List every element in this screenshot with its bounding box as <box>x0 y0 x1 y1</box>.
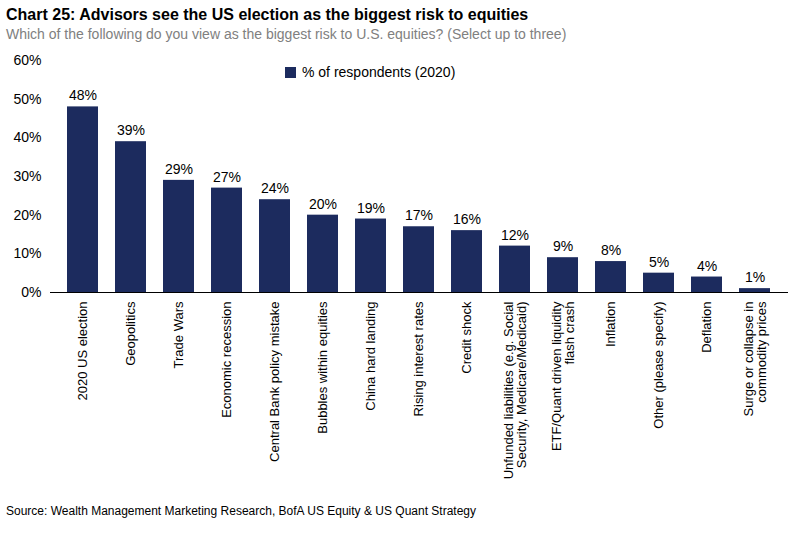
svg-text:China hard landing: China hard landing <box>363 302 378 411</box>
svg-text:40%: 40% <box>13 129 41 145</box>
svg-text:50%: 50% <box>13 91 41 107</box>
svg-text:16%: 16% <box>453 211 481 227</box>
svg-text:10%: 10% <box>13 245 41 261</box>
svg-text:29%: 29% <box>165 161 193 177</box>
svg-text:2020 US election: 2020 US election <box>75 302 90 401</box>
svg-text:Bubbles within equities: Bubbles within equities <box>315 301 330 434</box>
svg-text:48%: 48% <box>69 87 97 103</box>
svg-text:Economic recession: Economic recession <box>219 302 234 418</box>
svg-text:30%: 30% <box>13 168 41 184</box>
svg-text:20%: 20% <box>309 196 337 212</box>
svg-text:20%: 20% <box>13 207 41 223</box>
svg-text:1%: 1% <box>745 269 765 285</box>
svg-text:17%: 17% <box>405 207 433 223</box>
svg-text:Deflation: Deflation <box>699 302 714 353</box>
svg-text:ETF/Quant driven liquidityflas: ETF/Quant driven liquidityflash crash <box>549 301 577 451</box>
svg-text:19%: 19% <box>357 200 385 216</box>
svg-text:27%: 27% <box>213 169 241 185</box>
html-text:Which of the following do you: Which of the following do you view as th… <box>6 26 567 42</box>
html-text:Chart 25: Advisors see the US: Chart 25: Advisors see the US election a… <box>6 6 529 23</box>
svg-text:8%: 8% <box>601 242 621 258</box>
svg-text:Credit shock: Credit shock <box>459 301 474 374</box>
svg-text:9%: 9% <box>553 238 573 254</box>
svg-text:4%: 4% <box>697 258 717 274</box>
svg-text:Trade Wars: Trade Wars <box>171 301 186 368</box>
svg-text:Other (please specify): Other (please specify) <box>651 302 666 429</box>
svg-text:Central Bank policy mistake: Central Bank policy mistake <box>267 302 282 462</box>
svg-text:60%: 60% <box>13 52 41 68</box>
svg-text:24%: 24% <box>261 180 289 196</box>
html-text:Source: Wealth Management Mark: Source: Wealth Management Marketing Rese… <box>6 504 476 518</box>
svg-text:Rising interest rates: Rising interest rates <box>411 301 426 416</box>
svg-text:Geopolitics: Geopolitics <box>123 301 138 366</box>
svg-text:Unfunded liabilities (e.g. Soc: Unfunded liabilities (e.g. SocialSecurit… <box>501 301 529 479</box>
svg-text:Surge or collapse incommodity: Surge or collapse incommodity prices <box>741 301 769 416</box>
svg-text:5%: 5% <box>649 254 669 270</box>
svg-text:Inflation: Inflation <box>603 302 618 348</box>
svg-text:0%: 0% <box>21 284 41 300</box>
svg-text:12%: 12% <box>501 227 529 243</box>
html-text:% of respondents (2020): % of respondents (2020) <box>302 64 456 80</box>
svg-text:39%: 39% <box>117 122 145 138</box>
